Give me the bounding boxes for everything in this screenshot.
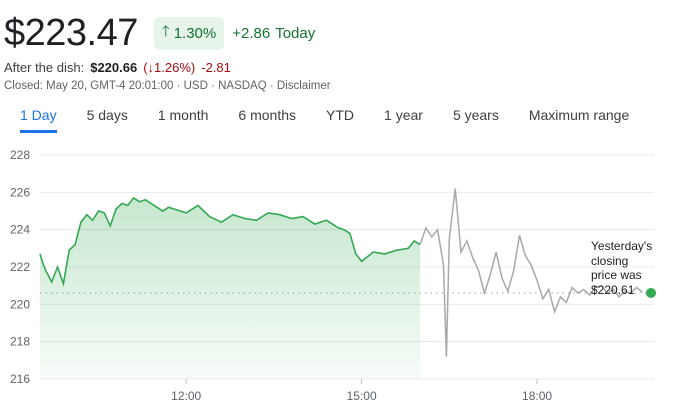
tab-1-month[interactable]: 1 month [157, 107, 209, 123]
previous-close-marker [646, 287, 656, 298]
after-hours-label: After the dish: [4, 60, 85, 75]
after-hours-change: -2.81 [201, 60, 231, 75]
after-hours-percent: (↓1.26%) [143, 60, 196, 75]
y-tick-label: 222 [10, 260, 30, 274]
current-price: $223.47 [4, 12, 138, 54]
extended-hours-line [419, 188, 643, 357]
change-absolute: +2.86 [232, 24, 271, 42]
x-tick-label: 12:00 [171, 389, 201, 403]
after-hours-row: After the dish: $220.66 (↓1.26%) -2.81 [4, 60, 231, 75]
tab-5-years[interactable]: 5 years [452, 107, 499, 123]
x-tick-label: 15:00 [347, 389, 377, 403]
quote-header: $223.47 🡑 1.30% +2.86 Today [4, 12, 315, 54]
change-percent-badge: 🡑 1.30% [153, 16, 225, 50]
y-tick-label: 228 [10, 148, 30, 162]
note-line-3: price was [591, 268, 642, 282]
y-tick-label: 220 [10, 297, 30, 311]
tab-1-year[interactable]: 1 year [384, 107, 423, 123]
price-chart[interactable]: 216 218 220 222 224 226 228 12:00 15:00 18:00 [0, 138, 681, 413]
tab-1-day[interactable]: 1 Day [20, 107, 57, 133]
previous-close-note: Yesterday's closing price was $220.61 [591, 239, 671, 297]
market-status: Closed: May 20, GMT-4 20:01:00 · USD · N… [4, 80, 331, 92]
regular-session-line [39, 196, 421, 287]
y-tick-label: 226 [10, 185, 30, 199]
tab-ytd[interactable]: YTD [326, 107, 355, 123]
note-line-1: Yesterday's [591, 239, 653, 253]
y-tick-label: 218 [10, 335, 30, 349]
note-line-2: closing [591, 253, 629, 268]
y-tick-label: 216 [10, 372, 30, 386]
note-line-4: $220.61 [591, 282, 635, 297]
tab-6-months[interactable]: 6 months [238, 107, 297, 123]
range-tabs: 1 Day 5 days 1 month 6 months YTD 1 year… [20, 107, 629, 133]
today-label: Today [275, 24, 316, 42]
change-percent: 1.30% [173, 24, 217, 42]
regular-session-area [40, 197, 421, 379]
tab-maximum-range[interactable]: Maximum range [528, 107, 630, 123]
x-tick-label: 18:00 [522, 389, 552, 403]
after-hours-price: $220.66 [90, 60, 138, 75]
y-tick-label: 224 [10, 223, 30, 237]
tab-5-days[interactable]: 5 days [86, 107, 128, 123]
arrow-up-icon: 🡑 [161, 22, 170, 40]
